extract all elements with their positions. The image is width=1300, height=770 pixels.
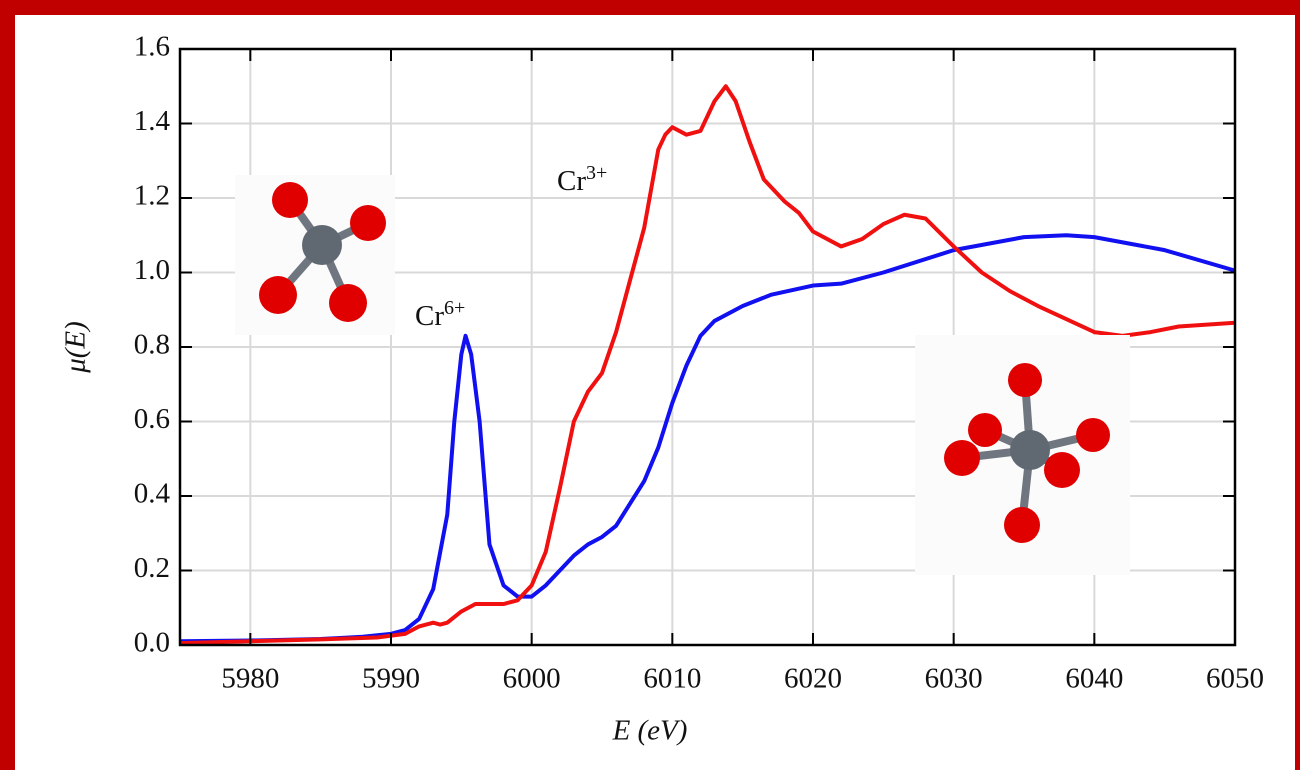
annotation-text: Cr [415,300,444,332]
x-tick-label: 6050 [1206,663,1264,695]
y-tick-label: 0.4 [134,478,171,510]
x-tick-label: 6040 [1065,663,1123,695]
x-tick-label: 5980 [221,663,279,695]
x-axis-label: E (eV) [612,715,688,747]
octahedral-molecule [915,335,1130,575]
frame-top [0,0,1300,15]
x-tick-label: 6010 [643,663,701,695]
chart: 5980 5990 6000 6010 6020 6030 6040 6050 0.0 0.2 0.… [0,0,1300,770]
x-tick-label: 6000 [503,663,561,695]
tetrahedral-molecule [235,175,395,335]
y-tick-label: 1.4 [134,105,171,137]
y-tick-label: 1.6 [134,31,170,63]
y-tick-label: 0.8 [134,329,170,361]
y-tick-label: 0.2 [134,552,170,584]
annotation: Cr3+ [557,162,607,197]
y-tick-label: 0.6 [134,403,170,435]
x-tick-label: 6030 [925,663,983,695]
annotation-sup: 6+ [444,297,465,319]
frame-right [1295,0,1300,770]
y-axis-label: μ(E) [60,321,92,374]
annotation: Cr6+ [415,297,465,332]
y-tick-label: 1.0 [134,254,170,286]
x-tick-label: 6020 [784,663,842,695]
annotation-sup: 3+ [586,162,607,184]
y-tick-label: 1.2 [134,180,170,212]
y-tick-label: 0.0 [134,627,170,659]
frame-left [0,0,15,770]
annotation-text: Cr [557,165,586,197]
x-tick-label: 5990 [362,663,420,695]
